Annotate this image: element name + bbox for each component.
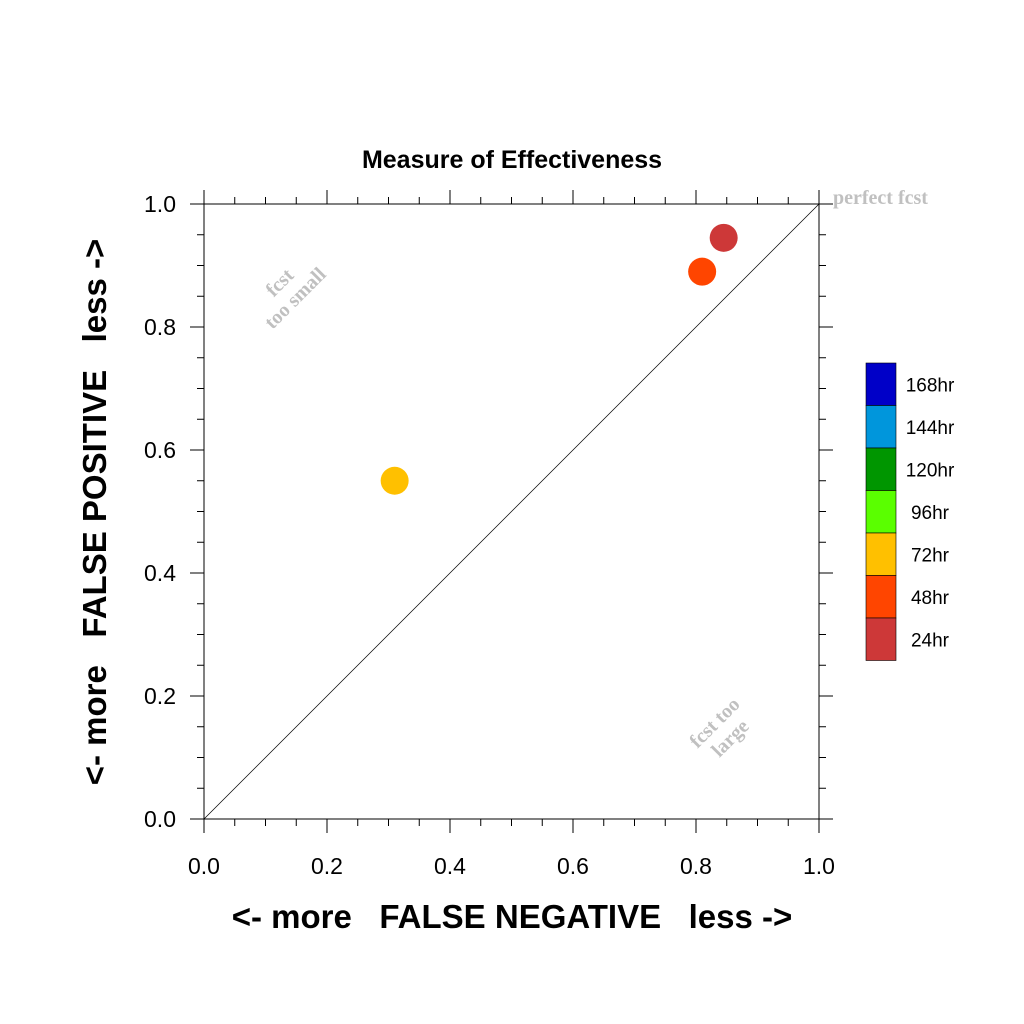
legend-label-96hr: 96hr <box>911 503 950 524</box>
legend-label-168hr: 168hr <box>906 375 955 396</box>
data-points <box>380 223 738 495</box>
data-point-72hr <box>380 466 409 495</box>
y-tick-label: 0.8 <box>144 314 176 340</box>
legend-swatch-48hr <box>865 575 897 619</box>
legend-swatch-144hr <box>865 405 897 449</box>
legend-label-72hr: 72hr <box>911 545 950 566</box>
legend-swatch-120hr <box>865 447 897 491</box>
legend-label-144hr: 144hr <box>906 418 955 439</box>
legend: 168hr 144hr 120hr 96hr 72hr 48hr 24hr <box>865 362 955 661</box>
legend-swatch-24hr <box>865 617 897 661</box>
y-tick-label: 0.4 <box>144 560 176 586</box>
legend-swatch-72hr <box>865 532 897 576</box>
y-tick-label: 1.0 <box>144 191 176 217</box>
axis-tick-labels: 0.0 0.2 0.4 0.6 0.8 1.0 0.0 0.2 0.4 0.6 0.8 1.0 <box>144 191 835 879</box>
too-large-annotation: fcst too large <box>685 693 753 761</box>
data-point-24hr <box>709 223 738 252</box>
x-tick-label: 0.6 <box>557 853 589 879</box>
legend-label-24hr: 24hr <box>911 630 950 651</box>
y-tick-label: 0.2 <box>144 683 176 709</box>
chart-title: Measure of Effectiveness <box>362 146 662 174</box>
legend-swatch-96hr <box>865 490 897 534</box>
legend-label-120hr: 120hr <box>906 460 955 481</box>
too-small-line-2: too small <box>260 263 330 333</box>
too-small-annotation: fcst too small <box>260 263 330 333</box>
legend-swatch-168hr <box>865 362 897 406</box>
axis-ticks <box>190 190 833 833</box>
y-tick-label: 0.0 <box>144 806 176 832</box>
y-axis-label: <- more FALSE POSITIVE less -> <box>76 239 113 786</box>
x-axis-label: <- more FALSE NEGATIVE less -> <box>232 898 793 935</box>
y-tick-label: 0.6 <box>144 437 176 463</box>
data-point-48hr <box>688 257 717 286</box>
x-tick-label: 0.2 <box>311 853 343 879</box>
x-tick-label: 1.0 <box>803 853 835 879</box>
x-tick-label: 0.8 <box>680 853 712 879</box>
x-tick-label: 0.0 <box>188 853 220 879</box>
x-tick-label: 0.4 <box>434 853 466 879</box>
perfect-forecast-diagonal <box>203 203 820 820</box>
legend-label-48hr: 48hr <box>911 588 950 609</box>
perfect-forecast-annotation: perfect fcst <box>833 187 928 209</box>
